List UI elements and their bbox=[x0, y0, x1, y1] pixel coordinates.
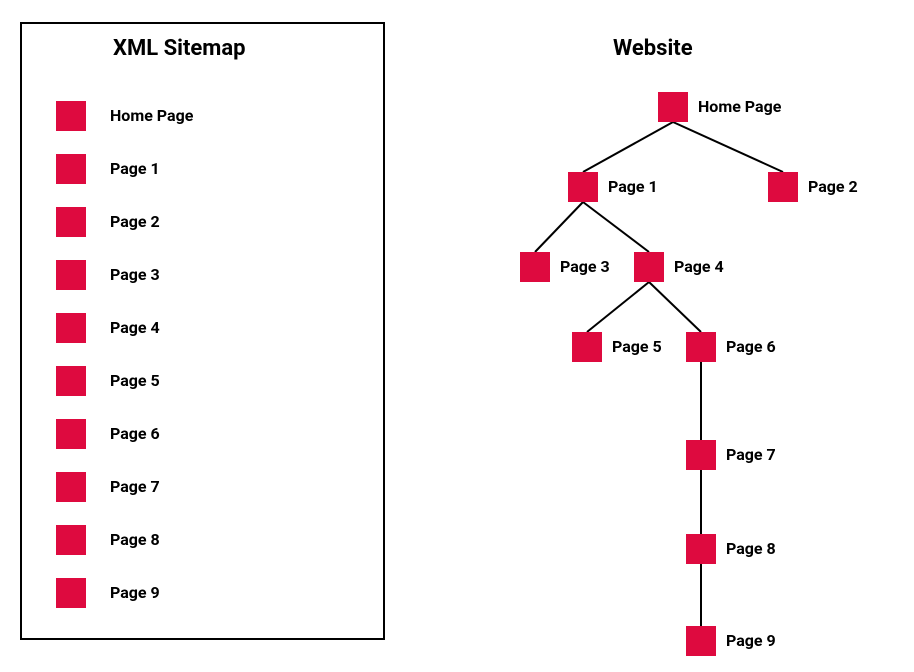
sitemap-node-label: Page 1 bbox=[110, 159, 160, 178]
sitemap-node bbox=[56, 101, 86, 131]
tree-node-label-page6: Page 6 bbox=[726, 337, 776, 356]
tree-node-label-page2: Page 2 bbox=[808, 177, 858, 196]
tree-node-page3 bbox=[520, 252, 550, 282]
tree-node-page6 bbox=[686, 332, 716, 362]
tree-node-page7 bbox=[686, 440, 716, 470]
sitemap-node bbox=[56, 207, 86, 237]
tree-node-page9 bbox=[686, 626, 716, 656]
sitemap-node bbox=[56, 154, 86, 184]
sitemap-node-label: Page 2 bbox=[110, 212, 160, 231]
tree-node-label-page1: Page 1 bbox=[608, 177, 658, 196]
tree-node-home bbox=[658, 92, 688, 122]
sitemap-node-label: Page 5 bbox=[110, 371, 160, 390]
sitemap-node-label: Page 9 bbox=[110, 583, 160, 602]
sitemap-node-label: Page 7 bbox=[110, 477, 160, 496]
tree-title: Website bbox=[613, 36, 693, 61]
tree-node-label-page4: Page 4 bbox=[674, 257, 724, 276]
tree-node-label-page7: Page 7 bbox=[726, 445, 776, 464]
tree-node-label-page5: Page 5 bbox=[612, 337, 662, 356]
sitemap-node-label: Page 6 bbox=[110, 424, 160, 443]
tree-edge bbox=[649, 282, 701, 332]
tree-edge bbox=[583, 202, 649, 252]
tree-node-label-home: Home Page bbox=[698, 97, 781, 116]
sitemap-node-label: Page 3 bbox=[110, 265, 160, 284]
tree-node-label-page9: Page 9 bbox=[726, 631, 776, 650]
diagram-canvas: XML Sitemap Home Page Page 1 Page 2 Page 3 P… bbox=[0, 0, 914, 672]
sitemap-node bbox=[56, 578, 86, 608]
tree-node-page4 bbox=[634, 252, 664, 282]
sitemap-node bbox=[56, 525, 86, 555]
tree-node-label-page3: Page 3 bbox=[560, 257, 610, 276]
tree-node-page8 bbox=[686, 534, 716, 564]
sitemap-node-label: Home Page bbox=[110, 106, 193, 125]
tree-node-page5 bbox=[572, 332, 602, 362]
sitemap-title: XML Sitemap bbox=[113, 36, 246, 61]
tree-node-label-page8: Page 8 bbox=[726, 539, 776, 558]
tree-node-page2 bbox=[768, 172, 798, 202]
tree-node-page1 bbox=[568, 172, 598, 202]
sitemap-node bbox=[56, 419, 86, 449]
sitemap-node-label: Page 4 bbox=[110, 318, 160, 337]
sitemap-node bbox=[56, 260, 86, 290]
sitemap-node bbox=[56, 366, 86, 396]
sitemap-node-label: Page 8 bbox=[110, 530, 160, 549]
tree-edge bbox=[587, 282, 649, 332]
sitemap-node bbox=[56, 472, 86, 502]
tree-edge bbox=[583, 122, 673, 172]
tree-edge bbox=[535, 202, 583, 252]
tree-edge bbox=[673, 122, 783, 172]
sitemap-node bbox=[56, 313, 86, 343]
